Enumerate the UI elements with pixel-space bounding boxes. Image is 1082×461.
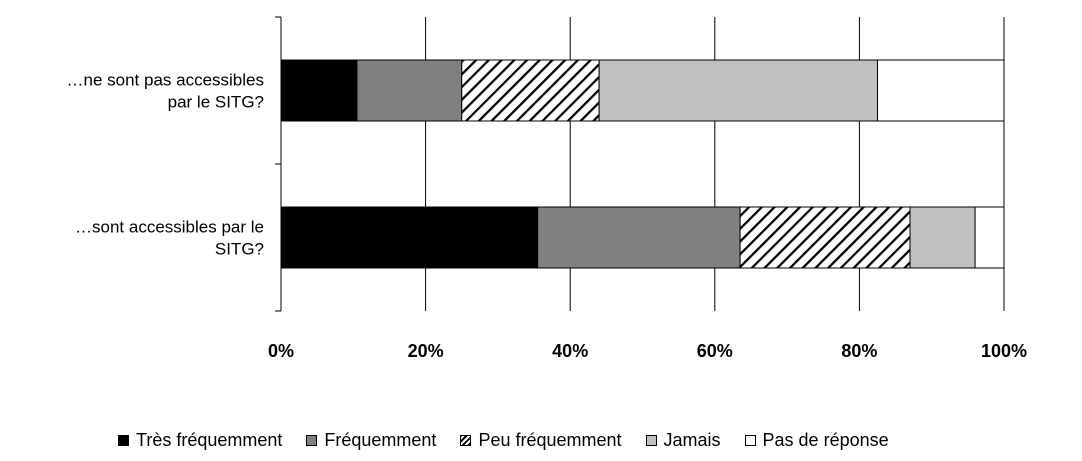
x-tick-label: 100% [981, 341, 1027, 361]
legend-label: Jamais [663, 430, 721, 450]
category-label: par le SITG? [168, 93, 264, 112]
bar-segment-1-5 [876, 59, 1005, 122]
bar-segment-2-1 [280, 206, 539, 269]
legend-swatch [306, 435, 318, 446]
legend-swatch [118, 435, 129, 446]
category-label: …ne sont pas accessibles [67, 71, 265, 90]
bar-segment-2-4 [909, 206, 976, 269]
bar-segment-1-3 [461, 59, 600, 122]
category-label: …sont accessibles par le [75, 218, 264, 237]
legend-item: Très fréquemment [118, 430, 282, 451]
bar-segment-2-2 [537, 206, 741, 269]
legend-item: Peu fréquemment [460, 430, 622, 451]
legend-item: Jamais [645, 430, 721, 451]
legend-label: Fréquemment [324, 430, 437, 450]
category-axis [275, 16, 282, 312]
category-label: SITG? [215, 240, 264, 259]
bars [280, 59, 1005, 269]
x-tick-label: 80% [841, 341, 877, 361]
legend-swatch [645, 435, 657, 446]
x-tick-label: 0% [268, 341, 294, 361]
bar-segment-1-2 [356, 59, 463, 122]
legend-label: Très fréquemment [136, 430, 283, 450]
category-labels: …ne sont pas accessibles par le SITG? …son… [67, 71, 265, 259]
bar-segment-2-5 [974, 206, 1005, 269]
legend-swatch [744, 435, 756, 446]
legend-swatch [460, 435, 472, 446]
bar-segment-2-3 [739, 206, 911, 269]
legend: Très fréquemment Fréquemment Peu fréquemme… [118, 430, 889, 451]
legend-label: Peu fréquemment [478, 430, 622, 450]
x-tick-labels: 0% 20% 40% 60% 80% 100% [268, 341, 1027, 361]
legend-label: Pas de réponse [762, 430, 889, 450]
bar-segment-1-4 [598, 59, 878, 122]
bar-segment-1-1 [280, 59, 358, 122]
legend-item: Fréquemment [306, 430, 436, 451]
x-tick-label: 40% [552, 341, 588, 361]
x-tick-label: 60% [697, 341, 733, 361]
x-tick-label: 20% [408, 341, 444, 361]
legend-item: Pas de réponse [744, 430, 889, 451]
